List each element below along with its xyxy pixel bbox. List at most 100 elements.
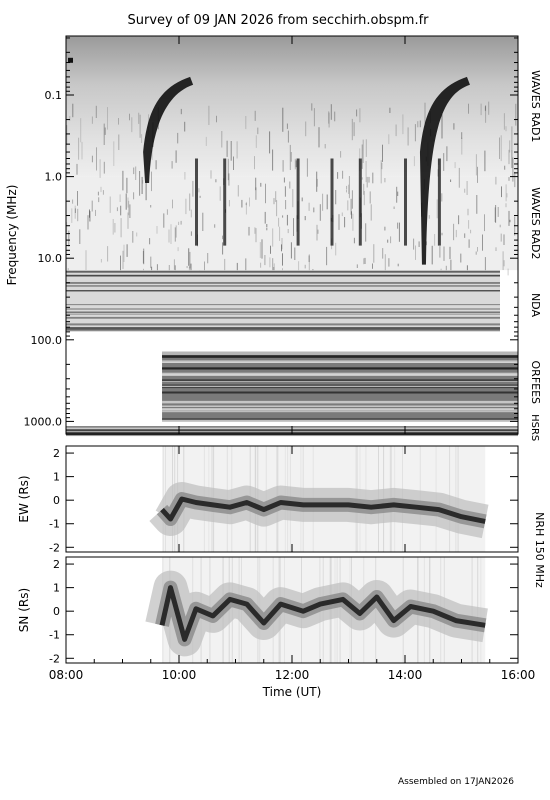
rad1-streak — [282, 160, 284, 172]
rad2-streak — [276, 200, 278, 217]
rad1-streak — [461, 132, 463, 139]
rad2-streak — [466, 265, 468, 275]
rad1-streak — [505, 126, 507, 132]
nda-line — [66, 312, 500, 314]
rad2-streak — [450, 179, 452, 182]
rad2-streak — [475, 251, 477, 255]
rad1-streak — [138, 112, 140, 124]
rad1-streak — [316, 171, 318, 192]
rad1-streak — [446, 146, 448, 162]
rad2-streak — [503, 260, 505, 267]
rad2-streak — [373, 244, 375, 263]
rad2-streak — [285, 200, 287, 210]
rad1-streak — [424, 102, 426, 124]
orfees-line — [162, 384, 519, 386]
rad2-streak — [214, 224, 216, 228]
rad2-streak — [283, 177, 285, 183]
rad2-streak — [508, 177, 510, 181]
rad1-streak — [508, 149, 510, 165]
rad1-streak — [151, 171, 152, 192]
nrh-sn-panel: 2 1 0 -1 -2 SN (Rs) 08:00 10:00 12:00 14:00 16:0… — [17, 36, 535, 699]
rad2-streak — [190, 231, 192, 236]
rad1-streak — [236, 141, 238, 159]
rad2-streak — [142, 180, 144, 184]
rad1-streak — [388, 134, 390, 145]
rad1-streak — [381, 162, 383, 170]
rad2-streak — [508, 210, 510, 226]
rad2-streak — [484, 257, 486, 273]
rad1-streak — [286, 123, 288, 129]
rad2-streak — [353, 237, 355, 244]
rad1-streak — [348, 176, 350, 199]
rad1-streak — [245, 116, 247, 130]
rad2-streak — [393, 206, 395, 209]
rad2-streak — [495, 247, 497, 251]
rad2-streak — [249, 197, 250, 207]
rad1-streak — [361, 144, 363, 169]
nda-line — [66, 270, 500, 273]
rad2-streak — [464, 188, 466, 193]
orfees-line — [162, 356, 519, 358]
spectrum-y-ticks: 0.1 1.0 10.0 100.0 1000.0 — [24, 37, 518, 428]
rad1-streak — [324, 144, 326, 149]
rad2-streak — [215, 179, 217, 183]
orfees-line — [162, 374, 519, 376]
rad1-streak — [306, 158, 308, 177]
rad2-streak — [126, 177, 128, 194]
rad1-streak — [91, 155, 93, 163]
rad1-streak — [414, 124, 416, 142]
nrh-centroid-line — [159, 585, 486, 642]
rad2-streak — [77, 208, 79, 222]
rad2-streak — [467, 208, 469, 216]
nrh-y-tick-label: 1 — [53, 471, 60, 484]
rad1-streak — [118, 134, 120, 150]
rad2-streak — [275, 191, 277, 202]
sn-ylabel: SN (Rs) — [17, 588, 31, 632]
rad2-streak — [168, 265, 170, 274]
rad2-streak — [338, 214, 340, 230]
time-x-tick-label: 12:00 — [275, 668, 310, 682]
spectrum-y-tick-label: 10.0 — [38, 252, 63, 265]
nrh-y-tick-label: 0 — [53, 494, 60, 507]
rad2-streak — [279, 226, 281, 241]
rad1-streak — [80, 118, 82, 143]
rad2-streak — [308, 255, 310, 262]
rad1-streak — [227, 158, 229, 181]
rad1-streak — [512, 157, 514, 182]
rad2-streak — [352, 213, 354, 231]
rad2-streak — [202, 212, 204, 231]
rad1-streak — [330, 104, 332, 120]
rad2-streak — [281, 244, 282, 252]
rad2-streak — [507, 268, 509, 276]
spectrum-y-tick-label: 1000.0 — [24, 415, 63, 428]
rad1-streak — [208, 105, 210, 125]
rad2-streak — [254, 227, 256, 234]
nrh-y-tick-label: -2 — [49, 541, 60, 554]
rad2-streak — [126, 244, 128, 257]
rad1-streak — [475, 154, 477, 176]
rad2-streak — [470, 229, 472, 234]
nda-line — [66, 323, 500, 326]
rad2-streak — [453, 223, 455, 241]
rad2-streak — [441, 232, 443, 236]
rad2-streak — [273, 198, 275, 205]
rad2-streak — [372, 263, 373, 269]
rad2-streak — [125, 193, 127, 210]
rad2-streak — [198, 188, 200, 193]
rad2-streak — [172, 199, 173, 209]
rad2-streak — [502, 251, 504, 270]
rad2-streak — [116, 207, 118, 212]
rad1-streak — [351, 118, 353, 141]
rad2-streak — [224, 258, 226, 275]
rad1-streak — [328, 111, 330, 124]
rad2-streak — [122, 250, 124, 269]
rad2-streak — [272, 228, 274, 247]
rad2-streak — [266, 228, 268, 231]
rad1-streak — [488, 101, 490, 115]
rad2-streak — [143, 248, 145, 265]
rad2-streak — [72, 199, 74, 204]
rad2-streak — [431, 245, 433, 265]
rad2-streak — [278, 217, 280, 227]
rad2-streak — [259, 242, 261, 258]
orfees-line — [162, 400, 519, 404]
